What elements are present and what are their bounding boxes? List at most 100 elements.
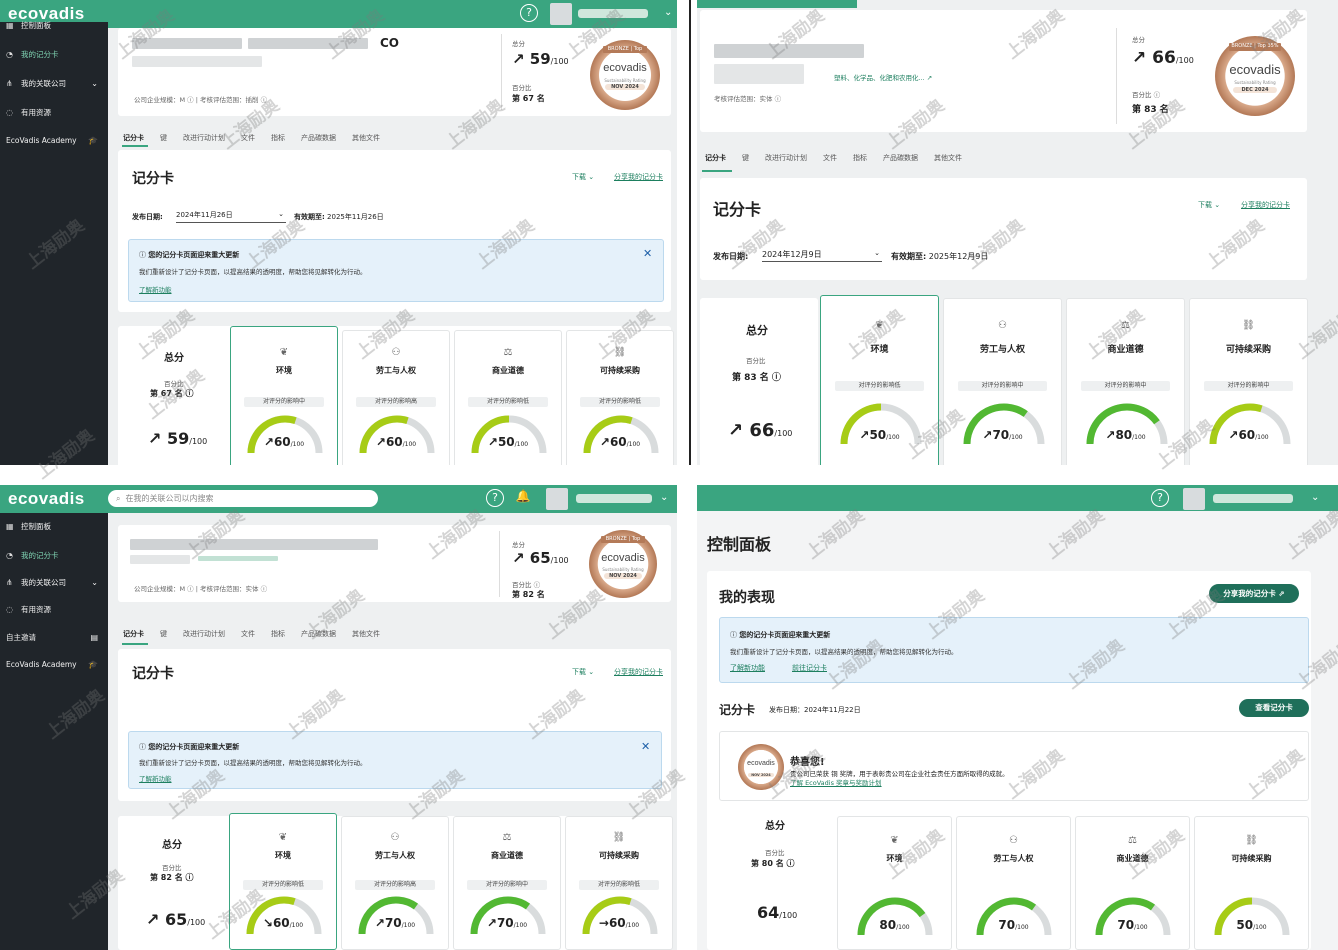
download-button[interactable]: 下载 ⌄ [1198,201,1221,209]
total-label: 总分 [512,40,525,48]
category-card-procurement[interactable]: ⛓ 可持续采购 对评分的影响中 ↗60/100 [1189,298,1308,465]
category-card-ethics[interactable]: ⚖ 商业道德 对评分的影响中 ↗80/100 [1066,298,1185,465]
tab-carbon[interactable]: 产品碳数据 [883,154,918,162]
category-card-labor[interactable]: ⚇ 劳工与人权 70/100 [956,816,1071,950]
tab-scorecard[interactable]: 记分卡 [123,134,144,142]
publish-date-select[interactable]: 2024年12月9日 ⌄ [762,249,882,262]
help-icon[interactable]: ? [1151,489,1169,507]
category-card-environment[interactable]: ❦ 环境 对评分的影响低 ↘60/100 [229,813,337,950]
sidebar-item-connections[interactable]: ⋔ 我的关联公司 ⌄ [6,578,98,587]
tab-metrics[interactable]: 指标 [853,154,867,162]
chevron-down-icon: ⌄ [91,578,98,587]
sidebar-item-dashboard[interactable]: ▦ 控制面板 [6,21,51,30]
total-label: 总分 [1132,36,1145,44]
percentile-rank: 第 80 名 ⓘ [751,859,795,868]
percentile-label: 百分比 [164,380,184,388]
sidebar-item-resources[interactable]: ◌ 有用资源 [6,108,51,117]
tab-other-files[interactable]: 其他文件 [934,154,962,162]
tab-scorecard[interactable]: 记分卡 [123,630,144,638]
user-name-blurred [576,494,652,503]
industry-link[interactable]: 塑料、化学品、化肥和农用化... ↗ [834,74,933,82]
tab-files[interactable]: 文件 [241,134,255,142]
tab-metrics[interactable]: 指标 [271,134,285,142]
chevron-down-icon[interactable]: ⌄ [660,492,669,503]
sidebar-item-dashboard[interactable]: ▦ 控制面板 [6,522,51,531]
tab-files[interactable]: 文件 [241,630,255,638]
help-icon[interactable]: ? [486,489,504,507]
tab-other-files[interactable]: 其他文件 [352,134,380,142]
total-score: ↗ 65/100 [512,549,569,567]
avatar[interactable] [546,488,568,510]
sidebar-item-resources[interactable]: ◌ 有用资源 [6,605,51,614]
gauge-fill [470,896,531,935]
gauge-labor [976,897,1052,936]
close-icon[interactable]: ✕ [643,247,653,260]
publish-date-select[interactable]: 2024年11月26日 ⌄ [176,210,286,223]
category-card-environment[interactable]: ❦ 环境 对评分的影响中 ↗60/100 [230,326,338,465]
category-card-environment[interactable]: ❦ 环境 对评分的影响低 ↗50/100 [820,295,939,465]
share-scorecard-link[interactable]: 分享我的记分卡 [1241,201,1290,209]
category-card-ethics[interactable]: ⚖ 商业道德 对评分的影响中 ↗70/100 [453,816,561,950]
screenshot-dashboard: ? ⌄ 控制面板 我的表现 分享我的记分卡 ⇗ 您的记分卡页面迎来重大更新 我们… [697,485,1338,950]
category-card-environment[interactable]: ❦ 环境 80/100 [837,816,952,950]
program-link[interactable]: 了解 EcoVadis 奖章与奖励计划 [790,779,882,787]
category-card-procurement[interactable]: ⛓ 可持续采购 50/100 [1194,816,1309,950]
leaf-icon: ❦ [875,320,884,331]
gauge-fill [963,403,1028,445]
download-button[interactable]: 下载 ⌄ [572,668,595,676]
sidebar-item-connections[interactable]: ⋔ 我的关联公司 ⌄ [6,79,98,88]
tab-action-plan[interactable]: 改进行动计划 [183,134,225,142]
company-name-blurred [130,539,378,550]
learn-more-link[interactable]: 了解新功能 [730,664,765,672]
company-name-blurred [714,64,804,84]
tab-action-plan[interactable]: 改进行动计划 [183,630,225,638]
avatar[interactable] [550,3,572,25]
category-card-procurement[interactable]: ⛓ 可持续采购 对评分的影响低 →60/100 [565,816,673,950]
gauge-labor [359,415,435,454]
sidebar-item-self-invite[interactable]: 自主邀请 ▤ [6,633,98,642]
tab-carbon[interactable]: 产品碳数据 [301,134,336,142]
share-scorecard-link[interactable]: 分享我的记分卡 [614,173,663,181]
share-scorecard-link[interactable]: 分享我的记分卡 [614,668,663,676]
help-icon[interactable]: ? [520,4,538,22]
share-scorecard-button[interactable]: 分享我的记分卡 ⇗ [1209,584,1299,603]
tab-key[interactable]: 键 [160,134,167,142]
category-card-labor[interactable]: ⚇ 劳工与人权 对评分的影响中 ↗70/100 [943,298,1062,465]
search-input[interactable]: ⌕ 在我的关联公司以内搜索 [108,490,378,507]
sidebar-item-academy[interactable]: EcoVadis Academy 🎓 [6,136,98,145]
tab-files[interactable]: 文件 [823,154,837,162]
tab-carbon[interactable]: 产品碳数据 [301,630,336,638]
tab-key[interactable]: 键 [742,154,749,162]
download-button[interactable]: 下载 ⌄ [572,173,595,181]
grid-icon: ▦ [6,21,14,30]
tab-other-files[interactable]: 其他文件 [352,630,380,638]
bell-icon[interactable]: 🔔 [515,489,531,503]
view-scorecard-button[interactable]: 查看记分卡 [1239,699,1309,717]
company-name-blurred [248,38,368,49]
gauge-procurement [582,896,658,935]
learn-more-link[interactable]: 了解新功能 [139,775,172,783]
tab-scorecard[interactable]: 记分卡 [705,154,726,162]
percentile-label: 百分比 ⓘ [1132,91,1161,99]
avatar[interactable] [1183,488,1205,510]
chevron-down-icon[interactable]: ⌄ [1311,492,1320,503]
top-bar: ? ⌄ [697,485,1338,511]
sidebar: ▦ 控制面板 ◔ 我的记分卡 ⋔ 我的关联公司 ⌄ ◌ 有用资源 EcoVadis Aca… [0,21,108,465]
sidebar-item-scorecard[interactable]: ◔ 我的记分卡 [6,551,59,560]
sidebar-item-scorecard[interactable]: ◔ 我的记分卡 [6,50,59,59]
category-card-labor[interactable]: ⚇ 劳工与人权 对评分的影响高 ↗70/100 [341,816,449,950]
section-title: 我的表现 [719,590,775,606]
category-card-ethics[interactable]: ⚖ 商业道德 对评分的影响低 ↗50/100 [454,330,562,465]
percentile-rank: 第 82 名 ⓘ [150,873,194,882]
category-card-procurement[interactable]: ⛓ 可持续采购 对评分的影响低 ↗60/100 [566,330,674,465]
learn-more-link[interactable]: 了解新功能 [139,286,172,294]
category-card-labor[interactable]: ⚇ 劳工与人权 对评分的影响高 ↗60/100 [342,330,450,465]
close-icon[interactable]: ✕ [641,740,651,753]
tab-metrics[interactable]: 指标 [271,630,285,638]
tab-key[interactable]: 键 [160,630,167,638]
category-card-ethics[interactable]: ⚖ 商业道德 70/100 [1075,816,1190,950]
tab-action-plan[interactable]: 改进行动计划 [765,154,807,162]
sidebar-item-academy[interactable]: EcoVadis Academy 🎓 [6,660,98,669]
goto-scorecard-link[interactable]: 前往记分卡 [792,664,827,672]
chevron-down-icon[interactable]: ⌄ [664,7,673,18]
